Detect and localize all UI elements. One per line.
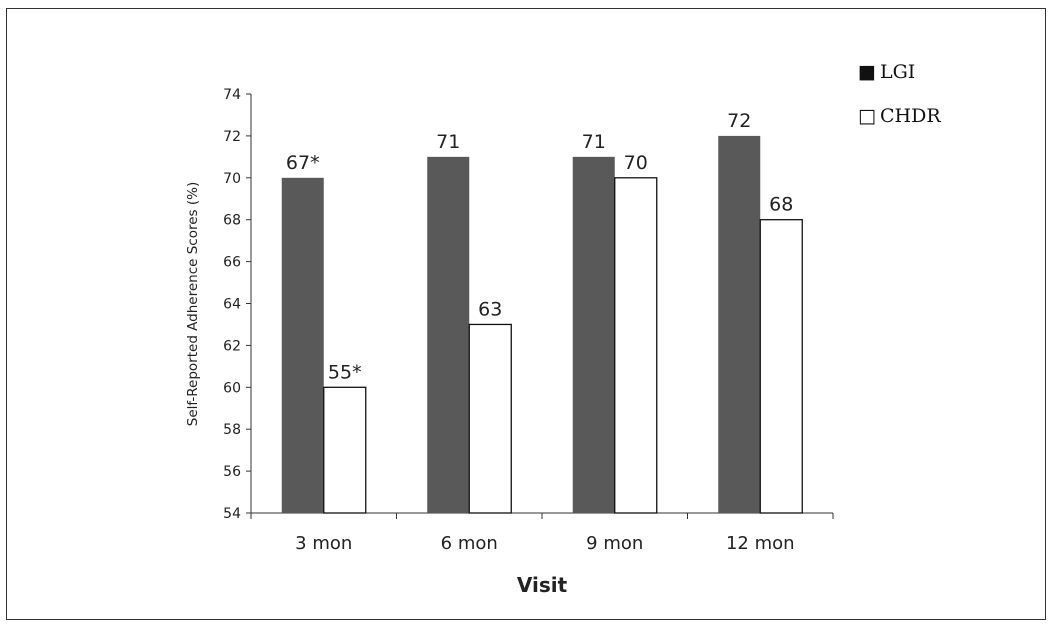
chart-axes: 54 56 58 60 62 64 66 68 70 72 74 3 mon 6 mon 9 mon 12 … (223, 87, 834, 554)
y-tick-label: 56 (223, 464, 241, 480)
chart-bars (281, 135, 803, 514)
y-tick-label: 58 (223, 422, 241, 438)
x-tick-label: 9 mon (586, 533, 643, 554)
data-label-chdr-3: 70 (624, 152, 648, 174)
legend-label-lgi: LGI (880, 61, 915, 83)
chart-labels: 67* 55* 71 63 71 70 72 68 (286, 110, 793, 383)
data-label-chdr-4: 68 (769, 194, 793, 216)
bar-chdr-4 (759, 219, 803, 514)
bar-chdr-2 (468, 323, 512, 514)
data-label-chdr-2: 63 (478, 298, 502, 320)
legend-label-chdr: CHDR (880, 105, 941, 127)
legend-swatch-chdr: □ (858, 105, 876, 127)
x-tick-label: 6 mon (441, 533, 498, 554)
bar-lgi-1 (281, 177, 324, 514)
bar-chdr-1 (323, 386, 367, 514)
legend: ■ LGI□ CHDR (858, 61, 941, 127)
y-tick-label: 60 (223, 380, 241, 396)
x-axis-title: Visit (517, 573, 568, 597)
data-label-chdr-1: 55* (328, 361, 362, 383)
data-label-lgi-3: 71 (582, 131, 606, 153)
y-axis-title: Self-Reported Adherence Scores (%) (185, 182, 201, 427)
data-label-lgi-1: 67* (286, 152, 320, 174)
bar-chdr-3 (614, 177, 658, 514)
y-tick-label: 74 (223, 87, 241, 103)
data-label-lgi-4: 72 (727, 110, 751, 132)
x-tick-label: 3 mon (295, 533, 352, 554)
bar-lgi-2 (427, 156, 470, 513)
y-tick-label: 72 (223, 129, 241, 145)
bar-lgi-4 (718, 135, 761, 513)
y-tick-label: 54 (223, 506, 241, 522)
bar-lgi-3 (572, 156, 615, 513)
y-tick-label: 70 (223, 171, 241, 187)
x-tick-label: 12 mon (726, 533, 795, 554)
data-label-lgi-2: 71 (436, 131, 460, 153)
legend-swatch-lgi: ■ (858, 61, 876, 83)
y-tick-label: 66 (223, 255, 241, 271)
y-tick-label: 62 (223, 338, 241, 354)
y-tick-label: 64 (223, 297, 241, 313)
y-tick-label: 68 (223, 213, 241, 229)
figure-frame (6, 8, 1046, 620)
